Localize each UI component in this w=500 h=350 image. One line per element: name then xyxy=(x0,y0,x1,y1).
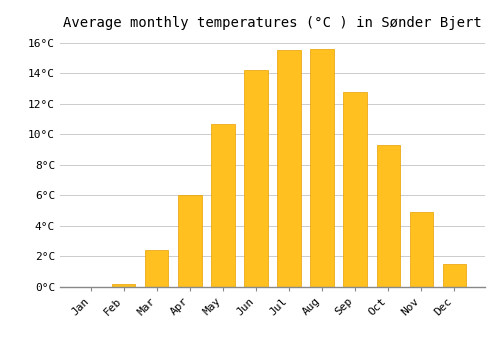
Bar xyxy=(442,264,466,287)
Bar xyxy=(310,49,334,287)
Bar xyxy=(410,212,432,287)
Bar xyxy=(112,284,136,287)
Bar xyxy=(278,50,300,287)
Bar xyxy=(146,250,169,287)
Bar xyxy=(212,124,234,287)
Bar xyxy=(376,145,400,287)
Bar xyxy=(178,195,202,287)
Title: Average monthly temperatures (°C ) in Sønder Bjert: Average monthly temperatures (°C ) in Sø… xyxy=(63,16,482,30)
Bar xyxy=(344,91,366,287)
Bar xyxy=(244,70,268,287)
